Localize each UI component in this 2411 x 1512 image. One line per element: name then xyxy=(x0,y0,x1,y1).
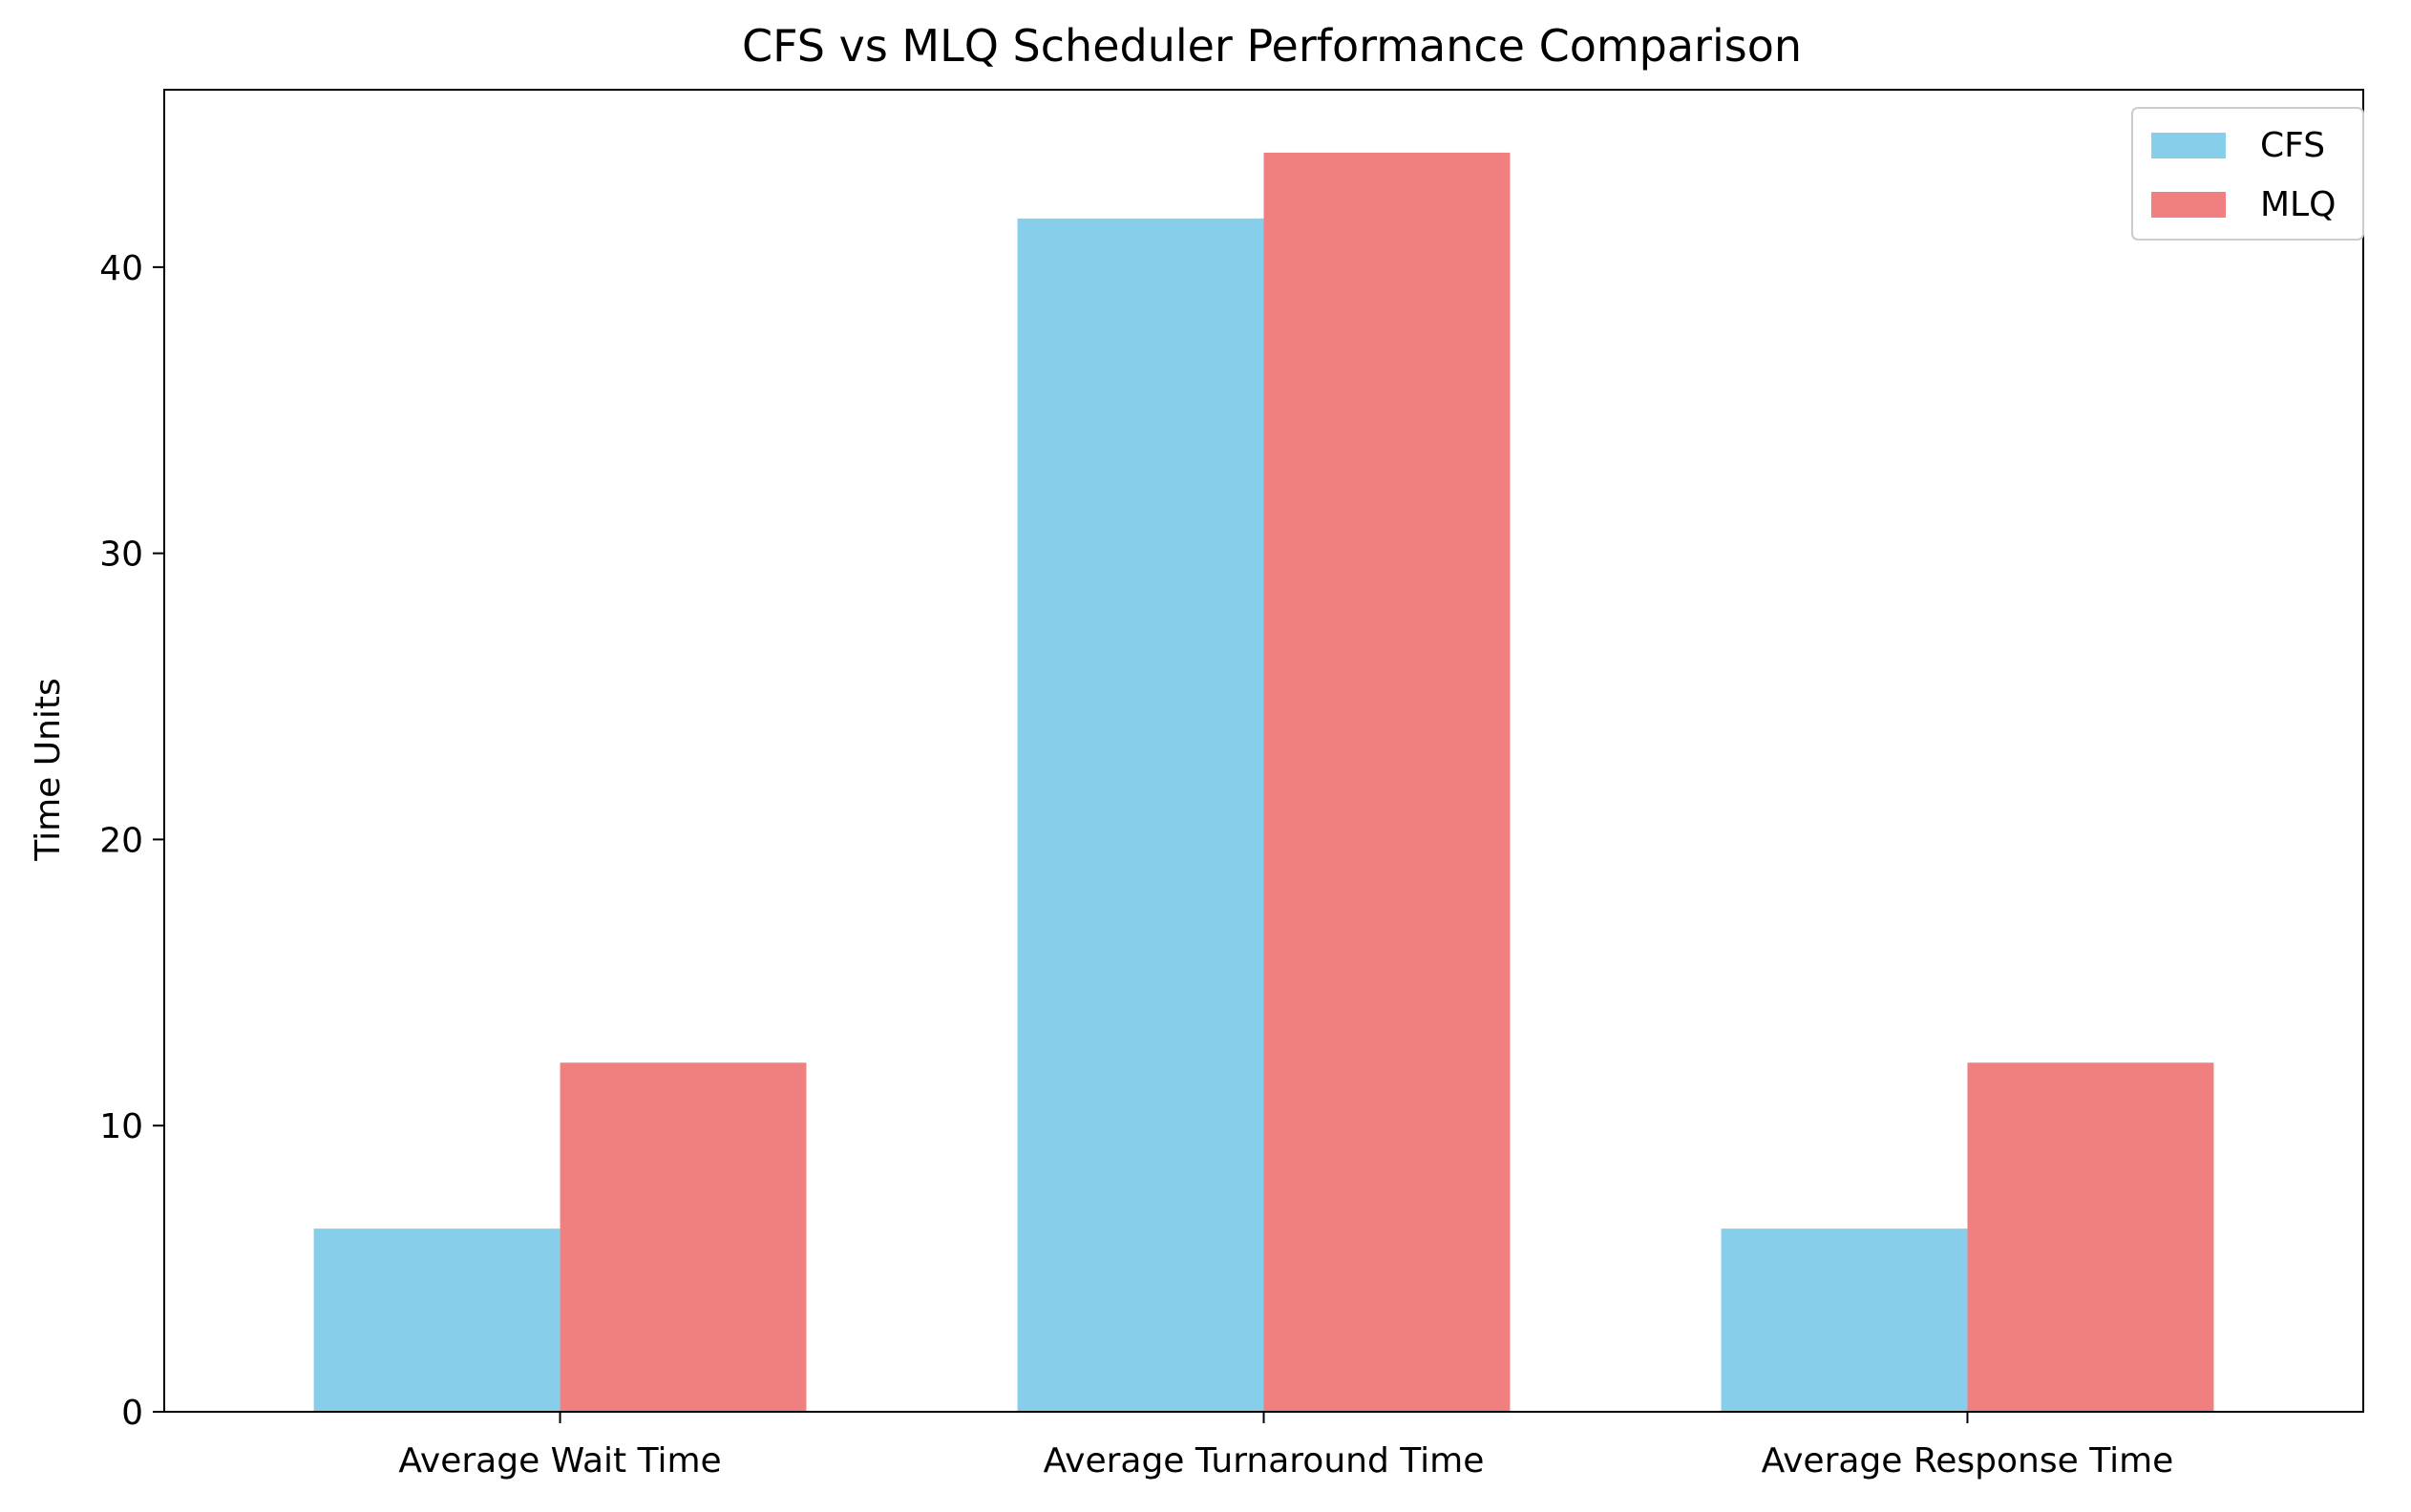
bar-mlq-0 xyxy=(560,1062,807,1412)
y-tick-label: 10 xyxy=(99,1107,143,1146)
legend-swatch-cfs xyxy=(2151,133,2226,158)
axis-layer: 0 10 20 30 40 Average Wait Time Average Turnar… xyxy=(99,89,2364,1480)
bars-layer xyxy=(313,152,2214,1413)
y-tick-label: 30 xyxy=(99,536,143,575)
chart-title: CFS vs MLQ Scheduler Performance Compari… xyxy=(742,20,1802,72)
bar-mlq-2 xyxy=(1967,1062,2214,1412)
legend-label-mlq: MLQ xyxy=(2260,185,2336,224)
bar-mlq-1 xyxy=(1263,152,1511,1412)
legend-label-cfs: CFS xyxy=(2260,126,2325,165)
y-axis-label: Time Units xyxy=(29,678,68,862)
x-tick-label: Average Response Time xyxy=(1762,1441,2174,1480)
x-tick-label: Average Turnaround Time xyxy=(1044,1441,1485,1480)
bar-cfs-1 xyxy=(1017,218,1264,1413)
legend-swatch-mlq xyxy=(2151,192,2226,218)
bar-cfs-2 xyxy=(1721,1228,1968,1412)
y-tick-label: 40 xyxy=(99,249,143,288)
bar-cfs-0 xyxy=(313,1228,560,1412)
x-tick-label: Average Wait Time xyxy=(398,1441,721,1480)
y-tick-label: 0 xyxy=(121,1394,143,1433)
legend: CFS MLQ xyxy=(2131,107,2364,241)
y-tick-label: 20 xyxy=(99,821,143,860)
